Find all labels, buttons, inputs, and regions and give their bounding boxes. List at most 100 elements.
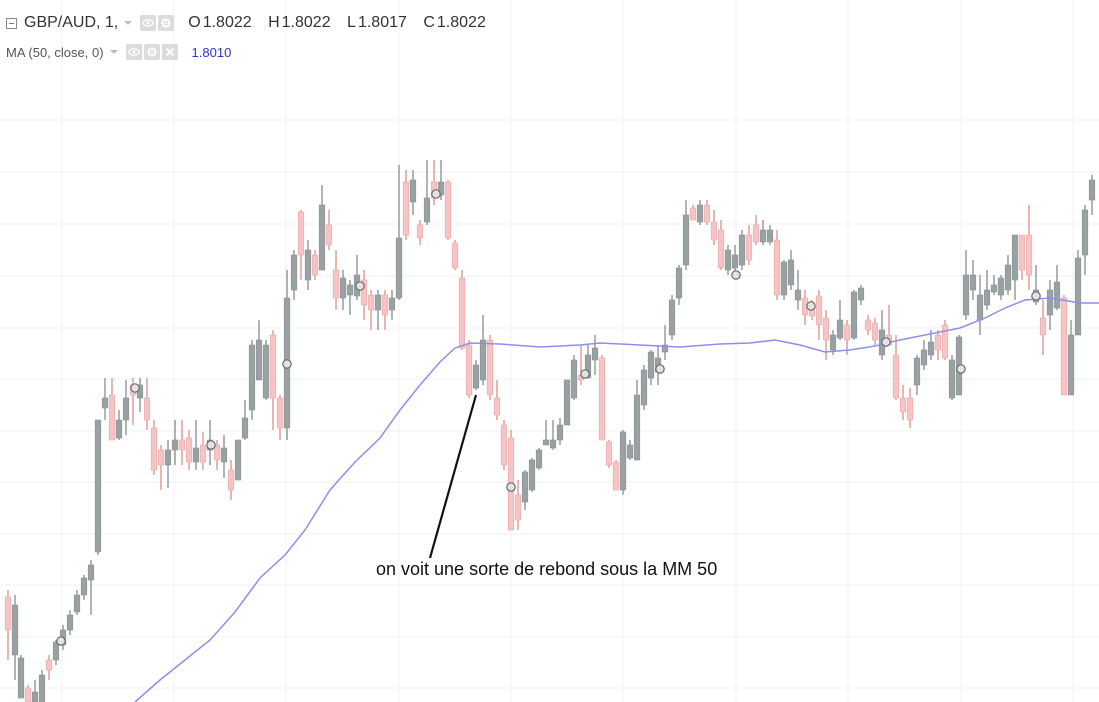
- candle-body-down: [269, 334, 277, 399]
- indicator-label: MA (50, close, 0): [6, 44, 104, 60]
- bar-marker-dot: [56, 636, 66, 646]
- close-key: C: [423, 14, 435, 31]
- candle-body-up: [675, 267, 683, 299]
- candle-body-up: [836, 319, 844, 339]
- candle-body-up: [584, 354, 592, 379]
- candle-body-up: [913, 357, 921, 386]
- candle-body-down: [465, 344, 473, 396]
- symbol-label: GBP/AUD, 1,: [24, 14, 119, 31]
- candle-body-up: [31, 691, 39, 702]
- candle-body-up: [528, 459, 536, 491]
- candle-body-up: [626, 444, 634, 459]
- candle-body-up: [1074, 257, 1082, 336]
- candle-body-down: [367, 294, 375, 311]
- candle-body-up: [17, 657, 25, 699]
- visibility-eye-icon[interactable]: [140, 15, 157, 31]
- candle-body-up: [731, 254, 739, 269]
- candle-body-up: [304, 249, 312, 281]
- candle-body-up: [563, 379, 571, 426]
- candle-body-down: [514, 494, 522, 521]
- bar-marker-dot: [355, 281, 365, 291]
- candle-body-up: [318, 204, 326, 271]
- bar-marker-dot: [431, 189, 441, 199]
- candle-body-up: [990, 284, 998, 293]
- candle-body-down: [458, 277, 466, 349]
- candle-body-up: [255, 339, 263, 381]
- candle-body-up: [696, 204, 704, 223]
- candle-body-up: [661, 344, 669, 353]
- candle-body-up: [1011, 234, 1019, 281]
- candle-body-up: [1053, 281, 1061, 309]
- candle-body-up: [234, 439, 242, 481]
- annotation-pointer-line: [428, 394, 478, 559]
- candle-body-up: [290, 254, 298, 291]
- candle-body-down: [899, 397, 907, 413]
- candle-body-up: [787, 259, 795, 286]
- indicator-eye-icon[interactable]: [125, 44, 142, 60]
- settings-gear-icon[interactable]: [158, 15, 175, 31]
- candle-body-up: [1081, 209, 1089, 256]
- candle-body-up: [171, 439, 179, 451]
- candle-body-down: [815, 295, 823, 326]
- indicator-chevron-down-icon[interactable]: [109, 50, 118, 54]
- candle-body-up: [38, 674, 46, 702]
- candle-body-down: [598, 357, 606, 441]
- candle-body-up: [80, 577, 88, 596]
- candle-body-down: [178, 439, 186, 451]
- candle-body-up: [759, 229, 767, 243]
- candle-body-down: [843, 324, 851, 341]
- symbol-legend: GBP/AUD, 1, O 1.8022 H 1.8022 L 1.8017 C 1.8…: [6, 14, 500, 32]
- candle-body-down: [864, 319, 872, 331]
- candle-body-down: [1025, 234, 1033, 276]
- candle-body-down: [689, 207, 697, 221]
- collapse-legend-icon[interactable]: [6, 17, 17, 29]
- bar-marker-dot: [655, 364, 665, 374]
- low-value: 1.8017: [357, 14, 407, 31]
- indicator-gear-icon[interactable]: [143, 44, 160, 60]
- candle-body-down: [276, 397, 284, 429]
- bar-marker-dot: [580, 369, 590, 379]
- candle-body-up: [388, 297, 396, 311]
- candle-body-up: [983, 289, 991, 306]
- bar-marker-dot: [731, 270, 741, 280]
- bar-marker-dot: [506, 482, 516, 492]
- candle-body-up: [521, 471, 529, 503]
- bar-marker-dot: [806, 301, 816, 311]
- candle-body-up: [997, 277, 1005, 296]
- candle-body-down: [871, 322, 879, 341]
- candle-body-up: [969, 274, 977, 291]
- candle-body-up: [248, 344, 256, 411]
- candle-body-up: [66, 614, 74, 631]
- candle-body-up: [794, 289, 802, 301]
- candle-body-up: [948, 359, 956, 399]
- candle-body-down: [24, 687, 32, 702]
- candle-body-up: [1046, 289, 1054, 316]
- candle-body-down: [906, 397, 914, 421]
- candle-body-down: [1018, 234, 1026, 271]
- candle-body-up: [1067, 334, 1075, 396]
- candle-body-down: [773, 239, 781, 296]
- high-value: 1.8022: [281, 14, 331, 31]
- symbol-chevron-down-icon[interactable]: [124, 21, 133, 25]
- candle-body-down: [227, 469, 235, 491]
- candle-body-up: [633, 394, 641, 461]
- candle-body-up: [115, 419, 123, 439]
- candle-body-up: [374, 294, 382, 311]
- candle-body-down: [444, 181, 452, 239]
- candle-body-down: [381, 294, 389, 316]
- candle-body-up: [857, 287, 865, 301]
- candle-body-up: [766, 229, 774, 243]
- candle-body-up: [122, 397, 130, 421]
- bar-marker-dot: [206, 440, 216, 450]
- candle-body-down: [892, 354, 900, 399]
- candle-body-down: [605, 441, 613, 466]
- candle-body-up: [1004, 264, 1012, 291]
- candle-body-up: [829, 334, 837, 351]
- bar-marker-dot: [956, 364, 966, 374]
- candle-body-down: [416, 224, 424, 239]
- candle-body-down: [710, 221, 718, 241]
- candle-body-down: [325, 224, 333, 246]
- indicator-close-icon[interactable]: [161, 44, 178, 60]
- candle-body-up: [241, 417, 249, 439]
